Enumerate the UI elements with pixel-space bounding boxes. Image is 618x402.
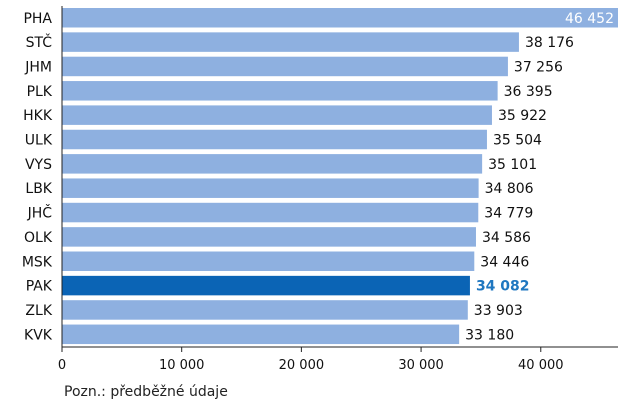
bar-jhm [62,56,508,77]
bar-ulk [62,129,487,150]
bar-plk [62,81,498,101]
x-tick-label: 10 000 [159,358,205,373]
category-label: PHA [23,11,52,27]
category-label: PAK [26,279,53,295]
category-label: STČ [26,33,53,51]
x-tick-label: 30 000 [398,358,444,373]
category-label: ZLK [25,303,52,319]
category-label: ULK [25,133,53,149]
value-label: 36 395 [504,84,553,100]
bar-kvk [62,324,460,345]
value-label: 34 806 [485,181,534,197]
value-label: 35 101 [488,157,537,173]
value-label: 35 922 [498,108,547,124]
category-label: JHM [24,59,52,75]
value-label: 34 446 [480,254,529,270]
value-label: 33 903 [474,303,523,319]
x-tick-label: 20 000 [279,358,325,373]
bar-vys [62,154,483,174]
bar-zlk [62,300,468,320]
chart-note: Pozn.: předběžné údaje [64,384,228,400]
category-label: KVK [24,327,53,343]
value-label: 34 586 [482,230,531,246]
bar-hkk [62,105,492,125]
value-label: 34 779 [484,206,533,222]
bar-pha [62,8,618,28]
value-label: 34 082 [476,279,530,295]
category-label: MSK [22,254,53,270]
value-label: 33 180 [465,327,514,343]
x-tick-label: 0 [58,358,66,373]
bar-olk [62,227,476,247]
value-label: 46 452 [565,11,614,27]
value-label: 38 176 [525,35,574,51]
category-label: LBK [25,181,52,197]
category-label: JHČ [27,204,53,222]
bar-msk [62,251,475,271]
value-label: 35 504 [493,133,542,149]
category-label: OLK [24,230,53,246]
bar-stč [62,32,519,52]
bar-lbk [62,178,479,198]
bar-jhč [62,202,479,223]
category-label: HKK [23,108,53,124]
bar-pak [62,275,470,296]
value-label: 37 256 [514,59,563,75]
category-label: PLK [27,84,53,100]
category-label: VYS [25,157,52,173]
x-tick-label: 40 000 [518,358,564,373]
